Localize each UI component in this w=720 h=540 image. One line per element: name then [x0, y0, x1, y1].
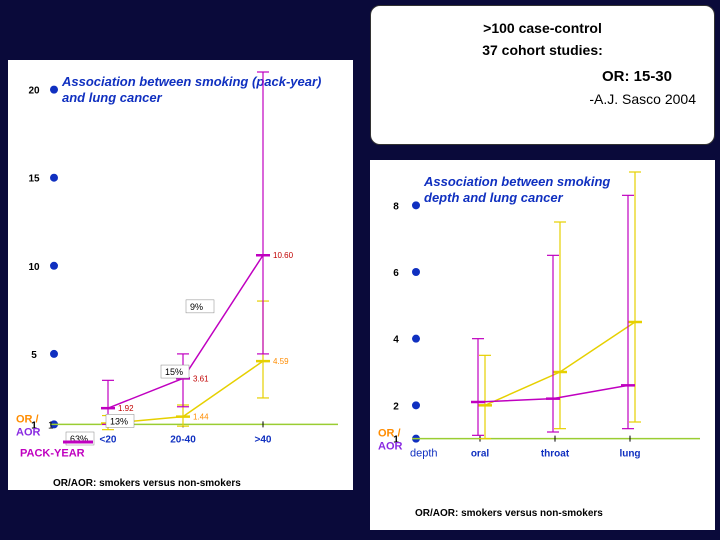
svg-text:AOR: AOR [16, 426, 41, 438]
info-box: >100 case-control 37 cohort studies: OR:… [370, 5, 715, 145]
svg-text:10.60: 10.60 [273, 251, 294, 260]
svg-text:Association between smoking (p: Association between smoking (pack-year) [61, 74, 321, 89]
svg-text:15%: 15% [165, 367, 183, 377]
info-cite: -A.J. Sasco 2004 [383, 91, 702, 107]
svg-text:20-40: 20-40 [170, 434, 196, 445]
svg-text:3.61: 3.61 [193, 374, 209, 383]
svg-text:>40: >40 [255, 434, 272, 445]
svg-text:and lung cancer: and lung cancer [62, 90, 163, 105]
svg-text:Association between smoking: Association between smoking [423, 174, 610, 189]
svg-text:oral: oral [471, 449, 490, 460]
svg-text:13%: 13% [110, 416, 128, 426]
svg-text:lung: lung [619, 449, 640, 460]
svg-text:throat: throat [541, 449, 570, 460]
svg-text:depth: depth [410, 448, 438, 460]
svg-text:1.44: 1.44 [193, 413, 209, 422]
svg-text:4.59: 4.59 [273, 357, 289, 366]
svg-text:2: 2 [393, 401, 399, 412]
svg-text:10: 10 [28, 262, 40, 273]
svg-text:15: 15 [28, 174, 40, 185]
svg-text:OR/AOR: smokers versus non-smo: OR/AOR: smokers versus non-smokers [415, 508, 603, 519]
svg-text:20: 20 [28, 86, 40, 97]
right-chart: Association between smokingdepth and lun… [370, 160, 715, 530]
svg-text:1: 1 [48, 420, 54, 431]
svg-text:OR/AOR: smokers versus non-smo: OR/AOR: smokers versus non-smokers [53, 478, 241, 489]
svg-text:OR /: OR / [378, 428, 401, 440]
info-or: OR: 15-30 [383, 68, 702, 85]
right-chart-svg: Association between smokingdepth and lun… [370, 160, 715, 530]
left-chart-svg: Association between smoking (pack-year)a… [8, 60, 353, 490]
svg-text:AOR: AOR [378, 441, 403, 453]
svg-text:<20: <20 [100, 434, 117, 445]
svg-text:5: 5 [31, 350, 37, 361]
svg-text:PACK-YEAR: PACK-YEAR [20, 447, 85, 459]
svg-text:depth and lung cancer: depth and lung cancer [424, 190, 564, 205]
svg-text:8: 8 [393, 201, 399, 212]
info-line-2: 37 cohort studies: [383, 42, 702, 58]
info-line-1: >100 case-control [383, 20, 702, 36]
svg-text:6: 6 [393, 268, 399, 279]
svg-text:4: 4 [393, 335, 399, 346]
svg-text:1.92: 1.92 [118, 404, 134, 413]
svg-text:OR /: OR / [16, 413, 39, 425]
left-chart: Association between smoking (pack-year)a… [8, 60, 353, 490]
svg-text:9%: 9% [190, 302, 203, 312]
